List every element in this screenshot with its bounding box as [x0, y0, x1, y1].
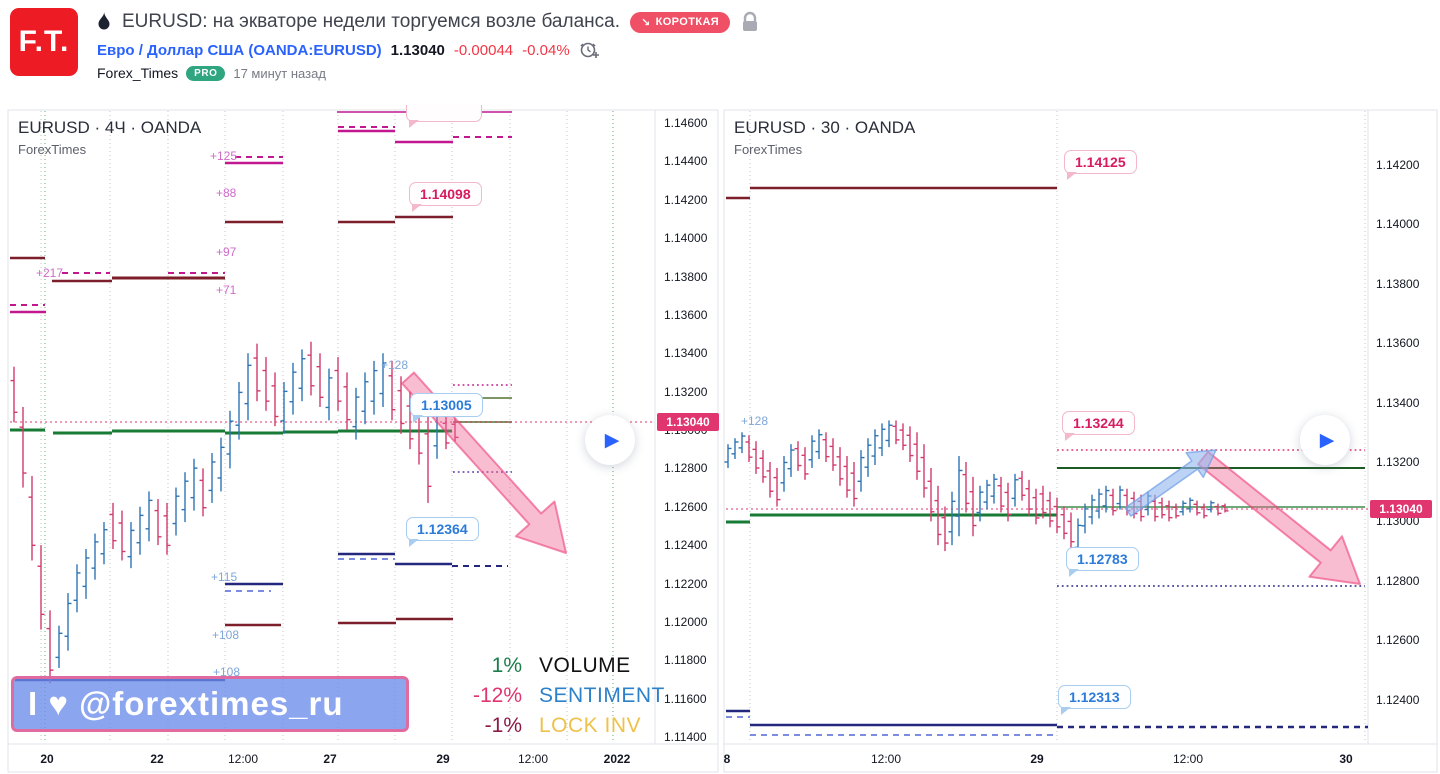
current-price-tag-left: 1.13040 [657, 413, 719, 431]
current-price-tag-right: 1.13040 [1370, 500, 1432, 518]
pro-badge: PRO [186, 65, 226, 81]
logo-text: F.T. [18, 25, 70, 58]
stat-value: -12% [472, 684, 522, 707]
stat-row: -1% LOCK INV [440, 714, 670, 744]
short-arrow-icon: ↘ [640, 16, 651, 29]
add-alert-icon[interactable] [579, 40, 601, 60]
stat-label: SENTIMENT [539, 684, 665, 707]
play-button-left-chart[interactable]: ▶ [585, 415, 635, 465]
price-change-pct: -0.04% [522, 41, 570, 59]
idea-title: EURUSD: на экваторе недели торгуемся воз… [122, 11, 620, 32]
lock-icon [743, 11, 758, 31]
flame-icon [98, 12, 110, 30]
left-pane-watermark: ForexTimes [18, 142, 87, 157]
stat-value: -1% [484, 714, 522, 737]
down-arrow-left-chart[interactable] [401, 371, 567, 554]
stat-row: 1% VOLUME [440, 654, 670, 684]
publish-time: 17 минут назад [233, 65, 326, 81]
stats-block: 1% VOLUME -12% SENTIMENT -1% LOCK INV [440, 654, 670, 744]
stat-label: VOLUME [539, 654, 631, 677]
play-button-right-chart[interactable]: ▶ [1300, 415, 1350, 465]
symbol-link[interactable]: Евро / Доллар США (OANDA:EURUSD) [97, 41, 382, 59]
author-name[interactable]: Forex_Times [97, 65, 179, 81]
stat-row: -12% SENTIMENT [440, 684, 670, 714]
right-pane-title: EURUSD · 30 · OANDA [734, 118, 916, 137]
down-arrow-right-chart[interactable] [1197, 450, 1361, 585]
direction-badge: ↘ КОРОТКАЯ [629, 11, 731, 33]
right-pane-watermark: ForexTimes [734, 142, 803, 157]
price-change-abs: -0.00044 [453, 41, 514, 59]
idea-header: F.T. EURUSD: на экваторе недели торгуемс… [0, 0, 1440, 100]
left-pane-title: EURUSD · 4Ч · OANDA [18, 118, 202, 137]
direction-badge-label: КОРОТКАЯ [655, 16, 720, 28]
channel-logo[interactable]: F.T. [10, 8, 78, 76]
up-arrow-right-chart[interactable] [1124, 449, 1217, 517]
last-price: 1.13040 [390, 41, 445, 59]
stat-value: 1% [491, 654, 522, 677]
channel-watermark: I ♥ @forextimes_ru [11, 676, 409, 732]
stat-label: LOCK INV [539, 714, 642, 737]
